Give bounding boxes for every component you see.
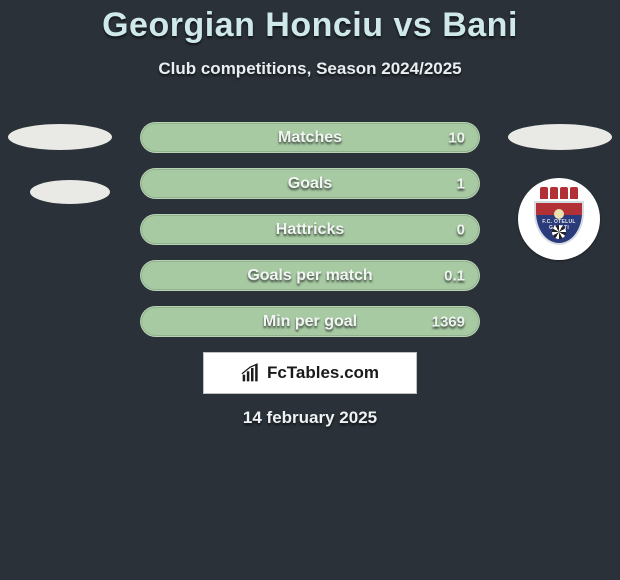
stat-bar: Goals per match 0.1 — [140, 260, 480, 291]
club-badge: F.C. OTELUL GALATI — [518, 178, 600, 260]
stat-bar: Matches 10 — [140, 122, 480, 153]
stat-label: Goals per match — [247, 267, 372, 285]
stat-label: Hattricks — [276, 221, 344, 239]
stat-label: Matches — [278, 129, 342, 147]
player-left-ellipse-2 — [30, 180, 110, 204]
fctables-logo: FcTables.com — [203, 352, 417, 394]
player-right-ellipse-1 — [508, 124, 612, 150]
bar-chart-icon — [241, 363, 261, 383]
player-left-ellipse-1 — [8, 124, 112, 150]
stat-value-right: 1369 — [432, 313, 465, 330]
stat-label: Goals — [288, 175, 332, 193]
stat-label: Min per goal — [263, 313, 357, 331]
stat-bars: Matches 10 Goals 1 Hattricks 0 Goals per… — [140, 122, 480, 352]
badge-shield-icon: F.C. OTELUL GALATI — [534, 201, 584, 245]
stat-bar: Min per goal 1369 — [140, 306, 480, 337]
stat-bar: Hattricks 0 — [140, 214, 480, 245]
badge-crown-icon — [537, 187, 581, 199]
stat-value-right: 10 — [448, 129, 465, 146]
date-label: 14 february 2025 — [243, 408, 377, 428]
page-title: Georgian Honciu vs Bani — [0, 0, 620, 45]
subtitle: Club competitions, Season 2024/2025 — [0, 59, 620, 79]
stat-value-right: 0.1 — [444, 267, 465, 284]
stat-value-right: 0 — [457, 221, 465, 238]
stat-bar: Goals 1 — [140, 168, 480, 199]
stat-value-right: 1 — [457, 175, 465, 192]
logo-text: FcTables.com — [267, 363, 379, 383]
